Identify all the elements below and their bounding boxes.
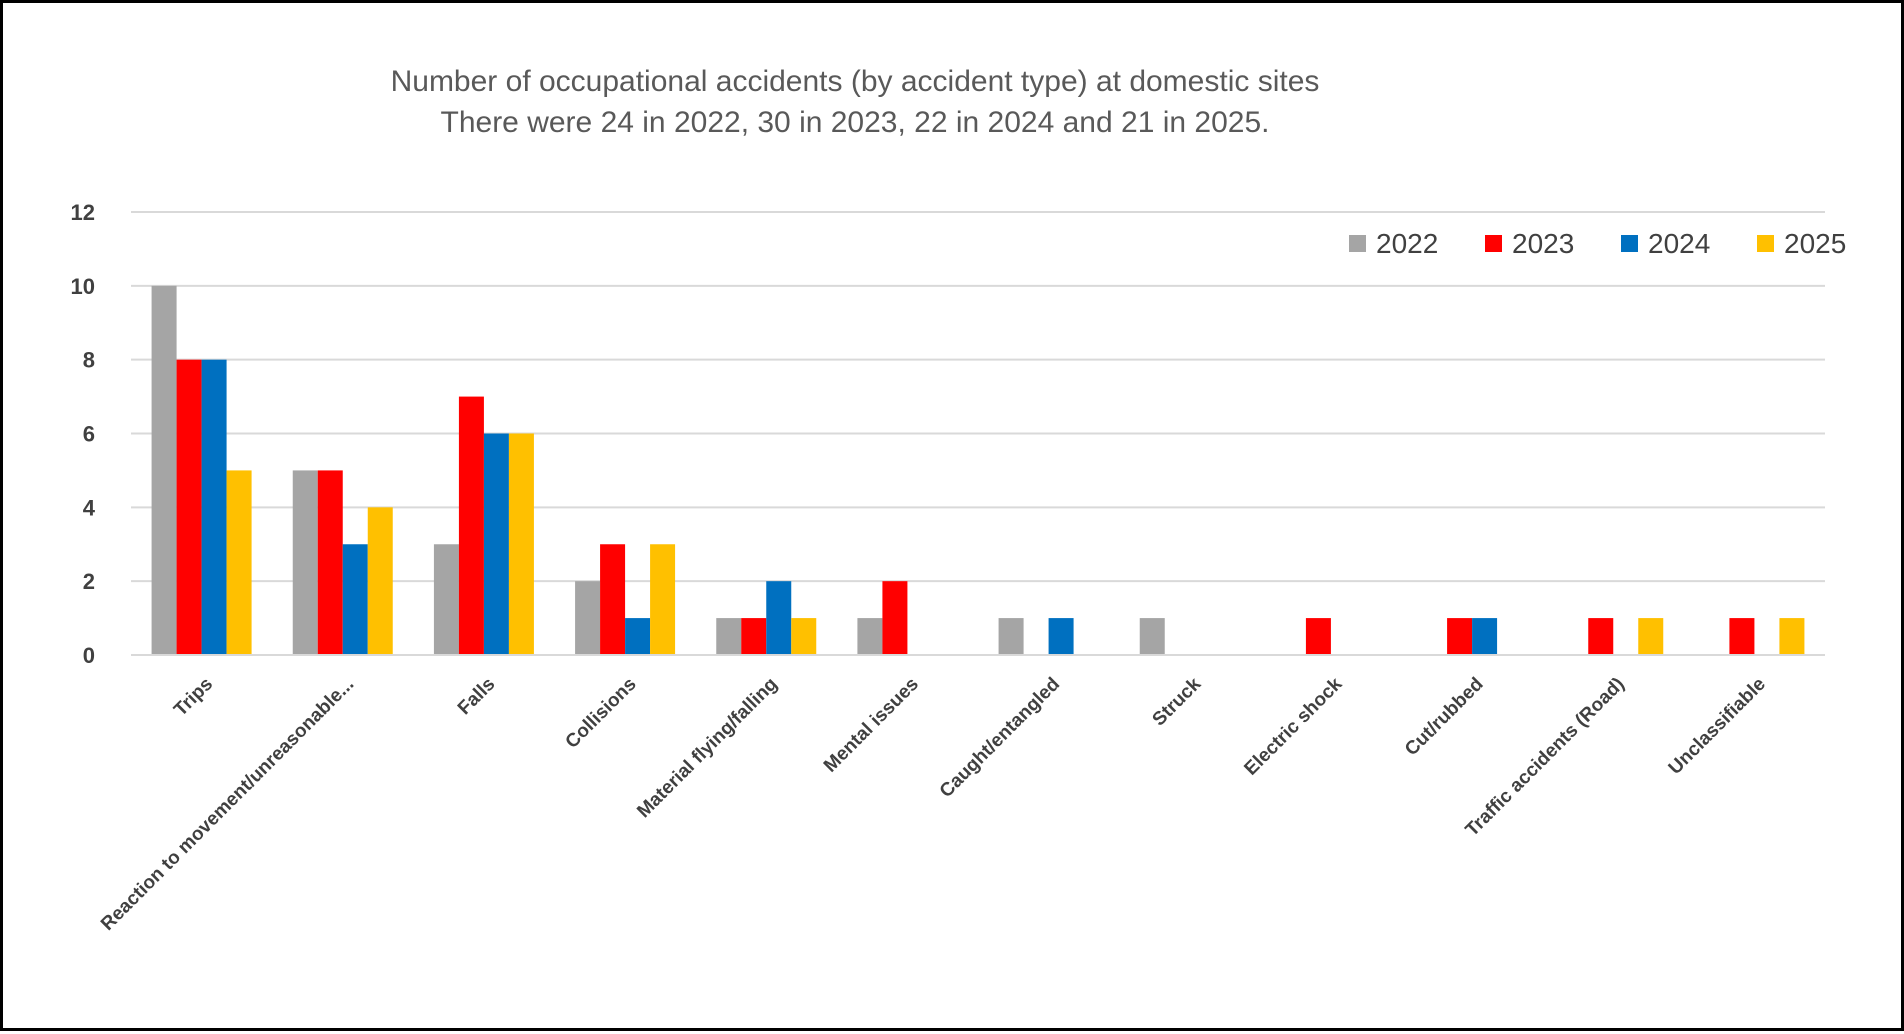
bar-2025-0 (226, 470, 252, 655)
y-tick-label: 6 (83, 422, 95, 447)
y-tick-label: 2 (83, 569, 95, 594)
bar-2022-7 (1139, 618, 1165, 655)
chart-canvas: Number of occupational accidents (by acc… (71, 65, 1847, 935)
y-tick-label: 0 (83, 643, 95, 668)
y-axis-ticks: 0 2 4 6 8 10 12 (71, 200, 96, 668)
bar-2024-1 (342, 544, 368, 655)
bar-2023-0 (176, 359, 202, 655)
chart-title: Number of occupational accidents (by acc… (391, 65, 1320, 98)
bar-2023-11 (1729, 618, 1755, 655)
legend-label: 2025 (1784, 228, 1846, 259)
bars (151, 285, 1805, 655)
x-tick-label: Electric shock (1240, 673, 1346, 779)
bar-2024-0 (201, 359, 227, 655)
x-tick-label: Trips (170, 674, 217, 721)
y-tick-label: 10 (71, 274, 95, 299)
bar-2025-3 (650, 544, 676, 655)
bar-2023-1 (317, 470, 343, 655)
bar-2024-2 (483, 433, 509, 655)
bar-2025-2 (508, 433, 534, 655)
bar-2024-6 (1048, 618, 1074, 655)
bar-2023-9 (1447, 618, 1473, 655)
bar-2022-4 (716, 618, 742, 655)
x-tick-label: Falls (454, 674, 499, 719)
y-tick-label: 8 (83, 348, 95, 373)
legend: 2022 2023 2024 2025 (1349, 228, 1846, 259)
y-tick-label: 12 (71, 200, 95, 225)
chart-subtitle: There were 24 in 2022, 30 in 2023, 22 in… (441, 106, 1270, 139)
x-tick-label: Traffic accidents (Road) (1462, 674, 1629, 841)
bar-2022-2 (433, 544, 459, 655)
legend-swatch-2025 (1757, 235, 1774, 252)
x-tick-label: Material flying/falling (633, 674, 781, 822)
bar-2025-1 (367, 507, 393, 655)
bar-2024-3 (625, 618, 651, 655)
bar-2023-4 (741, 618, 767, 655)
x-tick-label: Struck (1149, 673, 1206, 730)
legend-label: 2024 (1648, 228, 1710, 259)
bar-2025-4 (791, 618, 817, 655)
bar-2022-0 (151, 285, 177, 655)
bar-2025-10 (1638, 618, 1664, 655)
bar-2024-4 (766, 581, 792, 655)
x-tick-label: Reaction to movement/unreasonable... (97, 674, 358, 935)
x-tick-label: Unclassifiable (1665, 674, 1770, 779)
x-tick-label: Collisions (562, 674, 641, 753)
bar-2023-2 (458, 396, 484, 655)
x-tick-label: Caught/entangled (936, 674, 1064, 802)
bar-2023-3 (600, 544, 626, 655)
legend-swatch-2023 (1485, 235, 1502, 252)
y-tick-label: 4 (83, 495, 96, 520)
bar-2024-9 (1472, 618, 1498, 655)
x-tick-label: Cut/rubbed (1401, 674, 1487, 760)
legend-swatch-2022 (1349, 235, 1366, 252)
bar-2023-10 (1588, 618, 1614, 655)
bar-2022-6 (998, 618, 1024, 655)
legend-label: 2023 (1512, 228, 1574, 259)
bar-2022-5 (857, 618, 883, 655)
x-tick-label: Mental issues (820, 674, 923, 777)
legend-swatch-2024 (1621, 235, 1638, 252)
bar-2023-8 (1305, 618, 1331, 655)
bar-2022-3 (575, 581, 601, 655)
bar-2025-11 (1779, 618, 1805, 655)
gridlines (131, 211, 1825, 583)
bar-2022-1 (292, 470, 318, 655)
legend-label: 2022 (1376, 228, 1438, 259)
bar-2023-5 (882, 581, 908, 655)
